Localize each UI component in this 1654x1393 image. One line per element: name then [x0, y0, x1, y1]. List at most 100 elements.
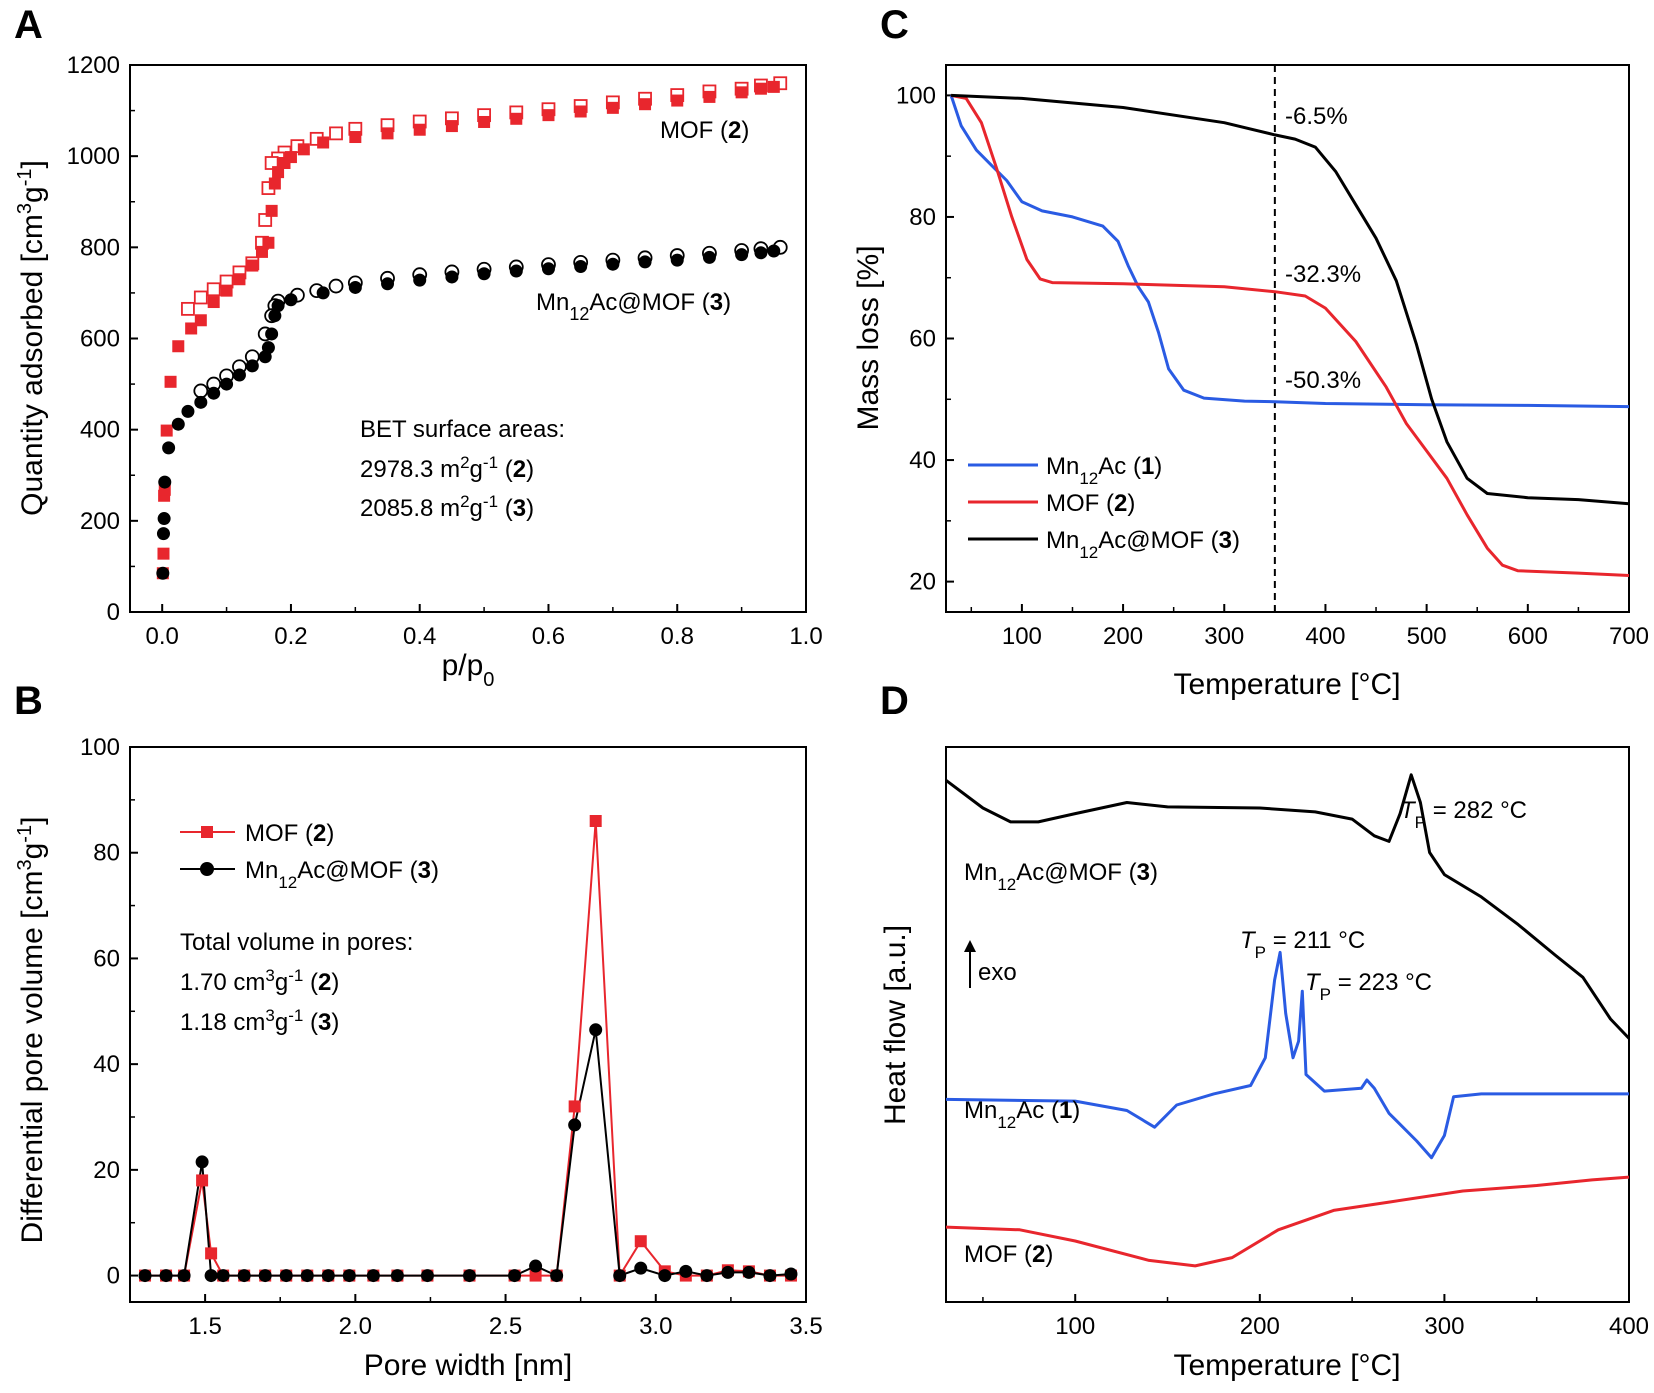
mof-adsorption-point-12	[246, 259, 259, 272]
panel-c-marks	[949, 65, 1630, 612]
panel-b-annotation-line1: 1.70 cm3g-1 (2)	[180, 966, 339, 997]
panel-a-isotherm: 0.0 0.2 0.4 0.6 0.8 1.0020040060080010001200 …	[14, 52, 823, 691]
mof-adsorption-point-21	[317, 136, 330, 149]
legend-label-mof: MOF (2)	[245, 820, 334, 847]
y-tick-label-1: 200	[80, 508, 120, 535]
composite-point-26	[721, 1265, 735, 1279]
composite-adsorption-point-2	[157, 512, 171, 526]
composite-point-20	[589, 1023, 603, 1037]
composite-series-line	[145, 1029, 792, 1278]
panel-d-dsc: 100 200 300 400 Temperature [°C] Heat flow …	[879, 746, 1649, 1382]
composite-adsorption-point-22	[445, 270, 459, 284]
panel-a-annotation-line2: 2085.8 m2g-1 (3)	[360, 492, 534, 523]
y-tick-label-4: 100	[896, 82, 936, 109]
x-tick-label-0: 1.5	[188, 1313, 221, 1340]
peak-label-282: TP = 282 °C	[1400, 797, 1527, 832]
mof-series-line	[945, 1175, 1630, 1268]
x-tick-label-2: 300	[1424, 1313, 1464, 1340]
mof-point-4	[205, 1247, 218, 1260]
mof-adsorption-point-36	[767, 80, 780, 93]
mof-adsorption-point-33	[703, 90, 716, 103]
mof-adsorption-point-8	[194, 314, 207, 327]
mof-point-20	[589, 815, 602, 827]
composite-series-line	[945, 773, 1631, 1040]
mof-adsorption-point-25	[445, 120, 458, 133]
panel-label-c: C	[880, 3, 909, 47]
composite-point-8	[279, 1269, 293, 1283]
mof-point-22	[634, 1235, 647, 1248]
composite-point-7	[258, 1269, 272, 1283]
mof-adsorption-point-15	[265, 204, 278, 217]
x-tick-label-6: 700	[1609, 623, 1649, 650]
composite-adsorption-point-1	[156, 527, 170, 541]
x-tick-label-2: 300	[1204, 623, 1244, 650]
composite-adsorption-point-17	[284, 293, 298, 307]
panel-c-legend: Mn12Ac (1) MOF (2) Mn12Ac@MOF (3)	[968, 453, 1240, 562]
mof-adsorption-point-29	[574, 105, 587, 118]
mof-desorption-point-27	[206, 282, 221, 297]
mof-series-line	[145, 820, 791, 1279]
composite-adsorption-point-13	[261, 341, 275, 355]
composite-adsorption-point-3	[158, 475, 172, 489]
mn12-series-line	[945, 950, 1629, 1160]
composite-adsorption-point-19	[348, 280, 362, 294]
panel-b-ticks: 1.5 2.0 2.5 3.0 3.5 0 20 40 60 80 100	[80, 734, 823, 1340]
x-tick-label-3: 400	[1305, 623, 1345, 650]
mof-adsorption-point-30	[606, 101, 619, 114]
composite-point-15	[463, 1269, 477, 1283]
composite-point-13	[390, 1269, 404, 1283]
composite-adsorption-point-8	[207, 386, 221, 400]
mof-adsorption-point-34	[735, 86, 748, 99]
y-tick-label-4: 800	[80, 234, 120, 261]
mof-adsorption-point-16	[268, 177, 281, 190]
panel-d-ticks: 100 200 300 400	[982, 1294, 1649, 1340]
y-tick-label-3: 60	[93, 945, 120, 972]
composite-adsorption-point-21	[413, 273, 427, 287]
composite-desorption-point-26	[193, 383, 209, 399]
composite-adsorption-point-18	[316, 286, 330, 300]
mof-point-3	[196, 1174, 209, 1187]
panel-a-label-mof: MOF (2)	[660, 117, 749, 144]
composite-point-14	[420, 1269, 434, 1283]
composite-series-line	[951, 93, 1630, 506]
panel-d-marks	[945, 773, 1631, 1268]
panel-d-label-composite: Mn12Ac@MOF (3)	[964, 859, 1158, 894]
composite-adsorption-point-9	[220, 377, 234, 391]
panel-b-annotation-title: Total volume in pores:	[180, 929, 413, 956]
peak-label-211: TP = 211 °C	[1240, 927, 1365, 962]
composite-adsorption-point-27	[606, 257, 620, 271]
mof-adsorption-point-6	[172, 340, 185, 353]
composite-adsorption-point-33	[767, 244, 781, 258]
panel-d-ylabel: Heat flow [a.u.]	[879, 925, 912, 1125]
x-tick-label-3: 3.0	[639, 1313, 672, 1340]
composite-point-27	[742, 1265, 756, 1279]
y-tick-label-1: 40	[909, 447, 936, 474]
mof-adsorption-point-9	[207, 296, 220, 309]
y-tick-label-5: 100	[80, 734, 120, 761]
panel-c-xlabel: Temperature [°C]	[1173, 668, 1400, 701]
x-tick-label-2: 0.4	[403, 623, 436, 650]
composite-adsorption-point-31	[735, 248, 749, 262]
exo-label: exo	[978, 959, 1017, 986]
panel-c-annotation-2: -32.3%	[1285, 261, 1361, 288]
composite-adsorption-point-25	[541, 262, 555, 276]
mof-adsorption-point-4	[160, 424, 173, 437]
y-tick-label-0: 0	[107, 599, 120, 626]
mof-series-line	[950, 93, 1630, 577]
x-tick-label-4: 3.5	[789, 1313, 822, 1340]
mof-adsorption-point-11	[233, 273, 246, 286]
composite-adsorption-point-7	[194, 395, 208, 409]
y-tick-label-2: 60	[909, 326, 936, 353]
composite-point-17	[529, 1259, 543, 1273]
mof-point-17	[529, 1269, 542, 1282]
composite-adsorption-point-24	[509, 264, 523, 278]
composite-adsorption-point-14	[265, 327, 279, 341]
composite-adsorption-point-20	[381, 277, 395, 291]
mof-adsorption-point-35	[754, 82, 767, 95]
composite-point-25	[700, 1269, 714, 1283]
panel-a-marks	[156, 76, 788, 580]
mof-adsorption-point-27	[510, 112, 523, 125]
panel-b-xlabel: Pore width [nm]	[364, 1349, 572, 1382]
panel-d-xlabel: Temperature [°C]	[1173, 1349, 1400, 1382]
mof-adsorption-point-19	[284, 151, 297, 164]
